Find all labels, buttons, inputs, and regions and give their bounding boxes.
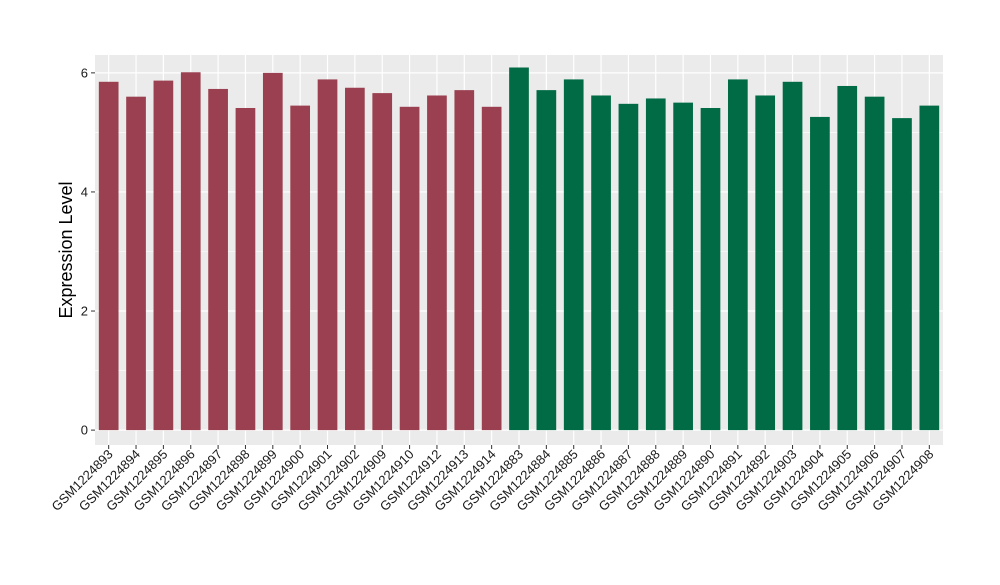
bar-GSM1224901 [317,79,338,431]
bar-GSM1224897 [208,88,228,431]
bar-GSM1224894 [126,96,146,431]
bar-GSM1224891 [727,79,748,431]
y-tick-label: 4 [81,184,88,199]
bar-GSM1224885 [563,79,584,431]
bar-GSM1224905 [837,85,858,431]
y-axis-title: Expression Level [56,181,76,318]
bar-GSM1224904 [810,116,830,431]
bar-GSM1224902 [345,87,365,431]
bars-group [98,67,940,431]
bar-GSM1224887 [618,103,639,431]
bar-GSM1224908 [919,105,940,431]
bar-GSM1224909 [372,93,393,431]
bar-GSM1224907 [892,118,912,431]
bar-GSM1224903 [782,81,803,431]
bar-GSM1224898 [235,107,256,431]
y-axis: 0 2 4 6 [81,65,95,438]
bar-GSM1224889 [673,102,693,431]
bar-GSM1224910 [399,106,420,431]
bar-GSM1224906 [864,96,885,431]
bar-GSM1224888 [645,98,666,431]
bar-GSM1224886 [591,95,611,431]
x-axis: GSM1224893GSM1224894GSM1224895GSM1224896… [48,445,936,514]
bar-GSM1224895 [153,80,174,431]
bar-GSM1224883 [509,67,529,431]
bar-GSM1224914 [481,106,502,431]
bar-GSM1224892 [755,95,776,431]
bar-GSM1224912 [427,95,447,431]
bar-GSM1224913 [454,90,475,431]
bar-GSM1224900 [290,105,311,431]
y-tick-label: 0 [81,423,88,438]
y-tick-label: 6 [81,65,88,80]
bar-GSM1224899 [262,72,283,431]
bar-GSM1224890 [700,107,721,431]
bar-GSM1224893 [98,81,119,431]
bar-GSM1224896 [180,72,201,431]
y-tick-label: 2 [81,304,88,319]
bar-GSM1224884 [536,90,557,431]
